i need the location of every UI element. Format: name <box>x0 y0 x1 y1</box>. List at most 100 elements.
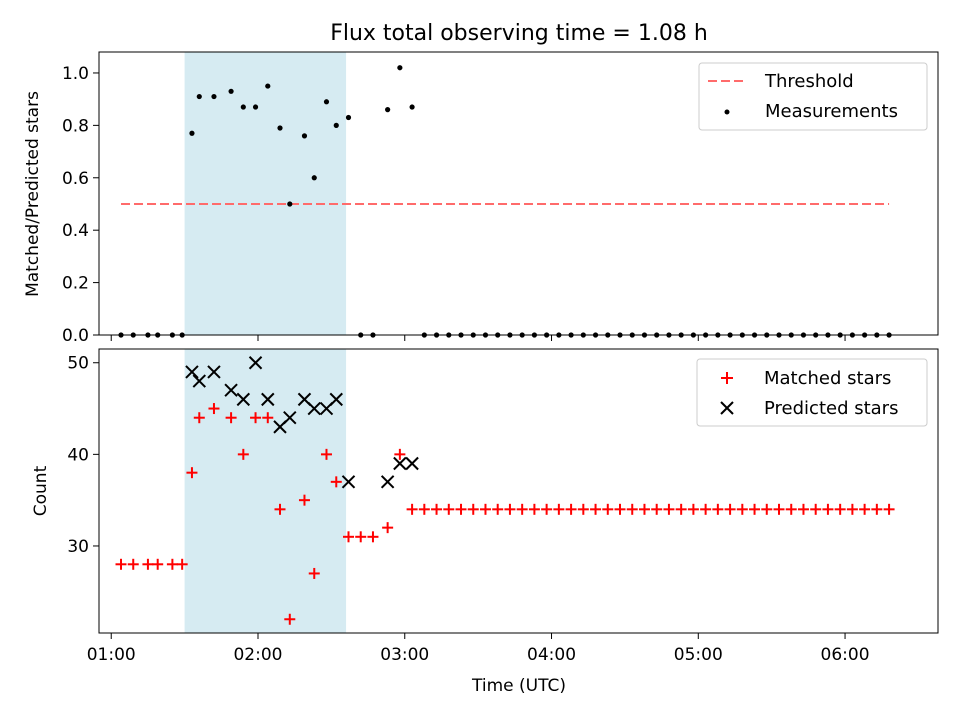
matched-star-point <box>443 503 455 515</box>
predicted-star-point <box>236 392 251 407</box>
x-axis-label: Time (UTC) <box>471 676 566 696</box>
x-tick-label: 06:00 <box>821 645 870 665</box>
matched-star-point <box>225 412 237 424</box>
measurement-point <box>333 122 339 128</box>
matched-star-point <box>367 531 379 543</box>
predicted-star-point <box>329 392 343 407</box>
matched-star-point <box>208 403 220 415</box>
matched-star-point <box>822 503 834 515</box>
matched-star-point <box>492 503 504 515</box>
bottom-legend: Matched stars Predicted stars <box>696 358 928 427</box>
matched-star-point <box>773 503 785 515</box>
measurement-point <box>196 93 202 100</box>
matched-star-point <box>193 412 205 424</box>
predicted-star-point <box>405 456 419 471</box>
legend-threshold-label: Threshold <box>764 71 854 92</box>
predicted-star-point <box>307 401 321 416</box>
legend-predicted-label: Predicted stars <box>764 398 898 419</box>
matched-star-point <box>115 558 127 570</box>
measurement-point <box>397 65 403 71</box>
matched-star-point <box>455 503 467 515</box>
top-panel-shaded-region <box>184 52 347 335</box>
legend-matched-swatch <box>721 372 733 384</box>
predicted-star-point <box>248 356 263 370</box>
top-y-ticks: 0.0 0.2 0.4 0.6 0.8 1.0 <box>62 64 99 346</box>
matched-star-point <box>467 503 479 515</box>
matched-star-point <box>577 503 589 515</box>
matched-stars-points <box>115 403 895 625</box>
chart-title: Flux total observing time = 1.08 h <box>330 21 708 46</box>
matched-star-point <box>431 503 443 515</box>
top-panel: 0.0 0.2 0.4 0.6 0.8 1.0 Flux total observing … <box>23 21 939 346</box>
matched-star-point <box>712 503 724 515</box>
x-tick-label: 03:00 <box>380 645 429 665</box>
predicted-star-point <box>261 392 275 407</box>
x-tick-label: 04:00 <box>527 645 576 665</box>
legend-measurements-swatch <box>724 109 730 115</box>
top-legend-box <box>698 62 928 131</box>
top-y-axis-label: Matched/Predicted stars <box>23 91 43 297</box>
matched-star-point <box>418 503 430 515</box>
matched-star-point <box>516 503 528 515</box>
matched-star-point <box>553 503 565 515</box>
bottom-panel: 30 40 50 01:00 02:00 03:00 04:00 05:00 06:00 Co… <box>31 348 939 696</box>
predicted-star-point <box>283 411 297 425</box>
measurement-point <box>277 125 283 131</box>
matched-star-point <box>638 503 650 515</box>
matched-star-point <box>274 503 286 515</box>
predicted-star-point <box>207 365 221 379</box>
top-y-tick-label: 1.0 <box>62 64 89 84</box>
bottom-x-ticks: 01:00 02:00 03:00 04:00 05:00 06:00 <box>87 633 870 665</box>
matched-star-point <box>166 558 178 570</box>
measurement-point <box>345 114 352 121</box>
predicted-star-point <box>393 456 407 471</box>
matched-star-point <box>250 412 262 424</box>
x-tick-label: 02:00 <box>233 645 282 665</box>
legend-predicted-swatch <box>720 401 734 415</box>
matched-star-point <box>736 503 748 515</box>
matched-star-point <box>394 448 406 460</box>
matched-star-point <box>330 476 342 488</box>
matched-star-point <box>308 567 320 579</box>
matched-star-point <box>541 503 553 515</box>
matched-star-point <box>284 613 296 625</box>
bottom-y-tick-label: 40 <box>67 445 89 465</box>
matched-star-point <box>883 503 895 515</box>
matched-star-point <box>565 503 577 515</box>
matched-star-point <box>176 558 188 570</box>
matched-star-point <box>406 503 418 515</box>
matched-star-point <box>871 503 883 515</box>
matched-star-point <box>262 412 274 424</box>
x-tick-label: 05:00 <box>674 645 723 665</box>
matched-star-point <box>602 503 614 515</box>
matched-star-point <box>298 494 310 506</box>
matched-star-point <box>761 503 773 515</box>
matched-star-point <box>834 503 846 515</box>
matched-star-point <box>859 503 871 515</box>
matched-star-point <box>590 503 602 515</box>
measurement-point <box>240 104 246 110</box>
bottom-panel-shaded-region <box>184 349 347 633</box>
matched-star-point <box>810 503 822 515</box>
matched-star-point <box>700 503 712 515</box>
matched-star-point <box>142 558 154 570</box>
matched-star-point <box>355 531 367 543</box>
measurement-point <box>323 99 330 105</box>
bottom-panel-frame <box>98 348 939 634</box>
bottom-y-tick-label: 30 <box>67 537 89 557</box>
matched-star-point <box>186 467 198 479</box>
matched-star-point <box>127 558 139 570</box>
measurement-point <box>385 107 391 113</box>
top-legend: Threshold Measurements <box>698 62 928 131</box>
measurement-point <box>409 104 415 110</box>
matched-star-point <box>724 503 736 515</box>
x-tick-label: 01:00 <box>87 645 136 665</box>
predicted-star-point <box>380 475 395 489</box>
matched-star-point <box>614 503 626 515</box>
measurement-point <box>189 130 195 136</box>
measurement-point <box>287 201 293 207</box>
bottom-y-ticks: 30 40 50 <box>67 354 99 557</box>
matched-star-point <box>663 503 675 515</box>
measurement-point <box>211 93 217 100</box>
